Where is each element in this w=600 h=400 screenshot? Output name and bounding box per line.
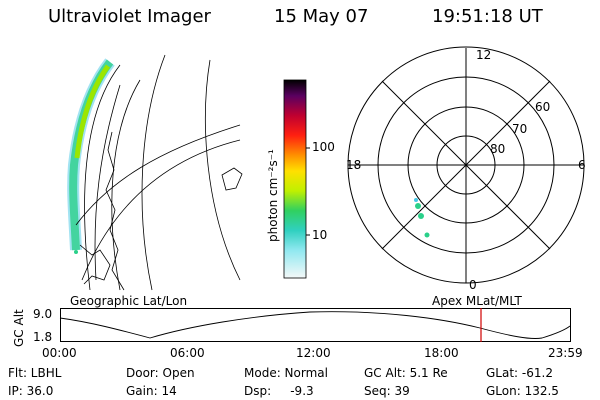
x-tick-0000: 00:00 <box>42 346 77 360</box>
colorbar-tick-100: 100 <box>312 140 335 154</box>
map-grid <box>75 54 241 291</box>
geographic-map <box>67 54 243 291</box>
x-tick-2359: 23:59 <box>548 346 583 360</box>
mlt-label-0: 0 <box>469 278 477 292</box>
aurora-emission <box>67 58 115 254</box>
ip-readout: IP: 36.0 <box>8 384 54 398</box>
lat-label-70: 70 <box>512 122 528 136</box>
instrument-title: Ultraviolet Imager <box>48 6 211 27</box>
timeline-y-bottom: 1.8 <box>33 330 53 344</box>
mlt-label-12: 12 <box>476 48 492 62</box>
time-label: 19:51:18 UT <box>432 6 543 27</box>
lat-label-80: 80 <box>490 142 506 156</box>
uv-spots <box>414 198 430 238</box>
glon-readout: GLon: 132.5 <box>486 384 559 398</box>
date-label: 15 May 07 <box>274 6 369 27</box>
colorbar-unit-label: photon cm⁻²s⁻¹ <box>266 149 280 242</box>
lat-label-60: 60 <box>535 100 551 114</box>
filter-readout: Flt: LBHL <box>8 366 62 380</box>
mode-readout: Mode: Normal <box>244 366 328 380</box>
orbit-timeline <box>59 308 571 342</box>
door-readout: Door: Open <box>126 366 195 380</box>
gc-alt-readout: GC Alt: 5.1 Re <box>364 366 448 380</box>
mlt-label-18: 18 <box>346 158 362 172</box>
timeline-right-title: Apex MLat/MLT <box>432 294 522 308</box>
timeline-y-label: GC Alt <box>12 309 26 347</box>
x-tick-1200: 12:00 <box>296 346 331 360</box>
seq-readout: Seq: 39 <box>364 384 410 398</box>
colorbar <box>283 79 310 279</box>
glat-readout: GLat: -61.2 <box>486 366 553 380</box>
dsp-readout: Dsp: -9.3 <box>244 384 314 398</box>
colorbar-tick-10: 10 <box>312 228 328 242</box>
mlt-label-6: 6 <box>578 158 586 172</box>
coastline <box>79 131 243 291</box>
timeline-left-title: Geographic Lat/Lon <box>70 294 188 308</box>
timeline-y-top: 9.0 <box>33 307 53 321</box>
polar-plot <box>347 46 585 284</box>
gain-readout: Gain: 14 <box>126 384 177 398</box>
x-tick-0600: 06:00 <box>170 346 205 360</box>
x-tick-1800: 18:00 <box>424 346 459 360</box>
